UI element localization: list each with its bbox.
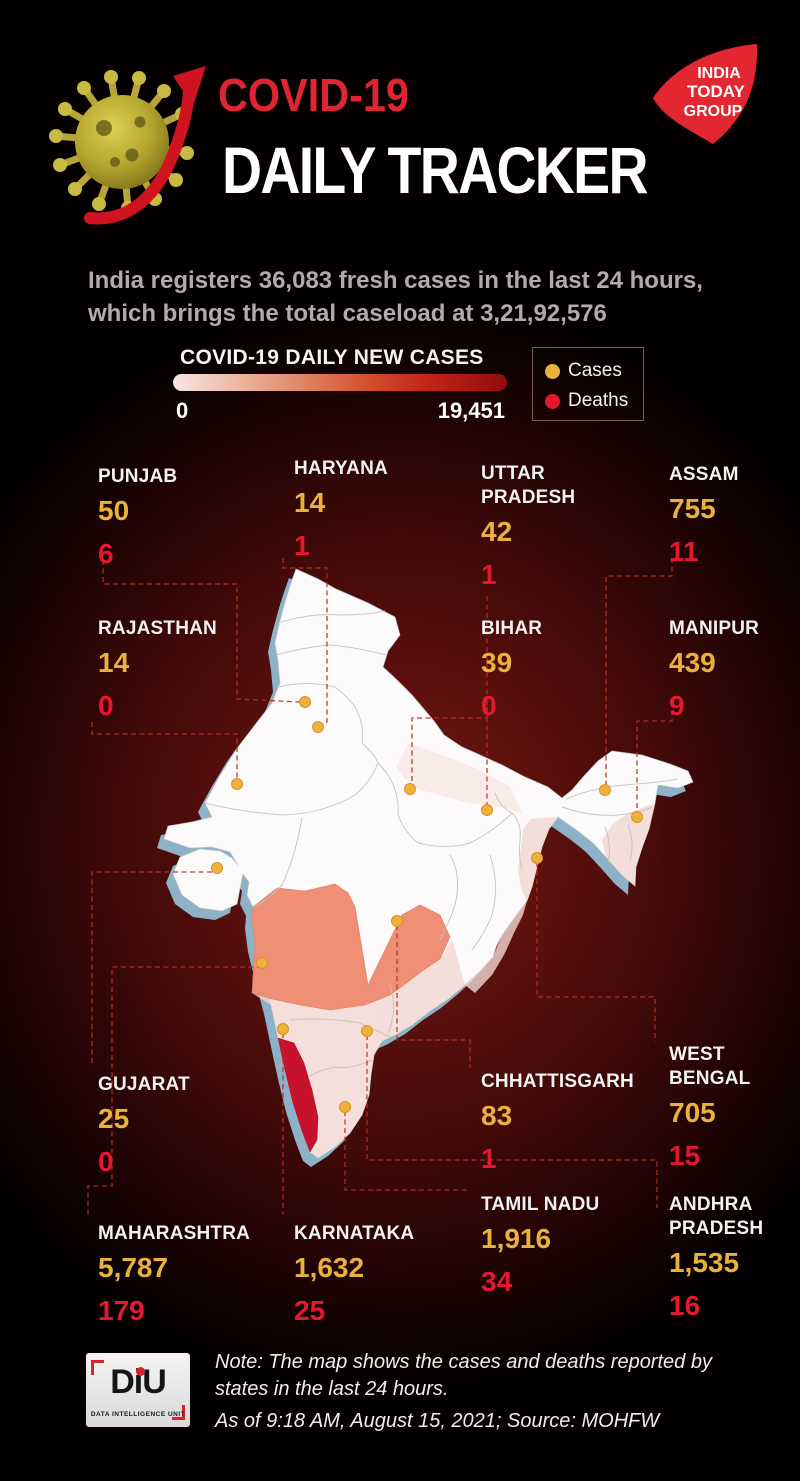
scale-min-value: 0 (176, 398, 189, 423)
state-cases: 14 (98, 647, 130, 678)
state-cases: 42 (481, 516, 513, 547)
state-name: TAMIL NADU (481, 1194, 600, 1215)
state-deaths: 1 (481, 1143, 497, 1174)
state-cases: 439 (669, 647, 716, 678)
state-block-uttar-pradesh: UTTAR PRADESH 42 1 (481, 462, 606, 589)
state-deaths: 25 (294, 1295, 326, 1326)
state-name: BIHAR (481, 618, 543, 639)
state-block-tamil-nadu: TAMIL NADU 1,916 34 (481, 1193, 606, 1296)
state-block-manipur: MANIPUR 439 9 (669, 617, 759, 720)
state-cases: 1,535 (669, 1247, 740, 1278)
state-deaths: 1 (294, 530, 310, 561)
footnote-line-2: states in the last 24 hours. (215, 1378, 449, 1400)
cases-dot-icon (545, 363, 560, 379)
state-cases: 83 (481, 1100, 513, 1131)
intro-line-2: which brings the total caseload at 3,21,… (88, 300, 607, 327)
state-name: CHHATTISGARH (481, 1071, 634, 1092)
page-subtitle-title: DAILY TRACKER (222, 133, 649, 207)
state-name: RAJASTHAN (98, 618, 217, 639)
state-name: MAHARASHTRA (98, 1223, 251, 1244)
legend-cases-label: Cases (568, 360, 622, 381)
intro-line-1: India registers 36,083 fresh cases in th… (88, 267, 703, 294)
state-deaths: 6 (98, 538, 114, 569)
state-block-rajasthan: RAJASTHAN 14 0 (98, 617, 217, 720)
state-cases: 1,632 (294, 1252, 365, 1283)
page-title: COVID-19 (218, 69, 409, 121)
state-cases: 25 (98, 1103, 130, 1134)
diu-globe-dot-icon (136, 1367, 145, 1376)
diu-logo: DiU DATA INTELLIGENCE UNIT (86, 1353, 190, 1427)
state-deaths: 179 (98, 1295, 145, 1326)
state-cases: 5,787 (98, 1252, 169, 1283)
state-deaths: 0 (98, 1146, 114, 1177)
diu-bracket-topleft-icon (91, 1360, 104, 1375)
state-cases: 705 (669, 1097, 716, 1128)
state-block-gujarat: GUJARAT 25 0 (98, 1073, 190, 1176)
india-today-group-logo: INDIA TODAY GROUP (653, 44, 758, 144)
intro-text: India registers 36,083 fresh cases in th… (88, 264, 703, 330)
state-name: MANIPUR (669, 618, 760, 639)
state-name: KARNATAKA (294, 1223, 415, 1244)
state-deaths: 11 (669, 536, 699, 567)
legend-box: Cases Deaths (532, 347, 644, 421)
state-deaths: 0 (98, 690, 114, 721)
footnote-line-1: Note: The map shows the cases and deaths… (215, 1351, 712, 1373)
legend-row-cases: Cases (545, 360, 622, 382)
state-block-haryana: HARYANA 14 1 (294, 457, 388, 560)
state-block-karnataka: KARNATAKA 1,632 25 (294, 1222, 414, 1325)
legend-row-deaths: Deaths (545, 390, 628, 412)
state-name: HARYANA (294, 458, 388, 479)
state-block-assam: ASSAM 755 11 (669, 463, 739, 566)
coronavirus-arrow-icon (49, 66, 206, 225)
diu-logo-subtext: DATA INTELLIGENCE UNIT (90, 1411, 186, 1418)
source-line: As of 9:18 AM, August 15, 2021; Source: … (215, 1410, 660, 1432)
diu-bracket-bottomright-icon (172, 1405, 185, 1420)
state-name: GUJARAT (98, 1074, 190, 1095)
logo-text-india: INDIA (697, 65, 741, 82)
logo-text-group: GROUP (684, 103, 743, 120)
logo-text-today: TODAY (687, 82, 745, 101)
legend-deaths-label: Deaths (568, 390, 629, 411)
state-name: PUNJAB (98, 466, 178, 487)
state-name: UTTAR PRADESH (481, 463, 576, 508)
state-block-punjab: PUNJAB 50 6 (98, 465, 177, 568)
state-name: ANDHRA PRADESH (669, 1194, 764, 1239)
state-deaths: 34 (481, 1266, 513, 1297)
state-block-bihar: BIHAR 39 0 (481, 617, 542, 720)
scale-max-value: 19,451 (437, 398, 505, 423)
color-scale-bar (173, 374, 507, 391)
state-deaths: 0 (481, 690, 497, 721)
state-deaths: 16 (669, 1290, 701, 1321)
state-name: ASSAM (669, 464, 739, 485)
state-cases: 50 (98, 495, 130, 526)
state-deaths: 15 (669, 1140, 701, 1171)
state-block-west-bengal: WEST BENGAL 705 15 (669, 1043, 794, 1170)
deaths-dot-icon (545, 393, 560, 409)
state-deaths: 1 (481, 559, 497, 590)
scale-title: COVID-19 DAILY NEW CASES (180, 346, 484, 369)
state-block-andhra-pradesh: ANDHRA PRADESH 1,535 16 (669, 1193, 794, 1320)
state-block-maharashtra: MAHARASHTRA 5,787 179 (98, 1222, 250, 1325)
state-cases: 755 (669, 493, 716, 524)
state-cases: 14 (294, 487, 326, 518)
state-cases: 39 (481, 647, 513, 678)
footnote: Note: The map shows the cases and deaths… (215, 1349, 712, 1403)
state-cases: 1,916 (481, 1223, 552, 1254)
state-block-chhattisgarh: CHHATTISGARH 83 1 (481, 1070, 634, 1173)
state-name: WEST BENGAL (669, 1044, 751, 1089)
state-deaths: 9 (669, 690, 685, 721)
